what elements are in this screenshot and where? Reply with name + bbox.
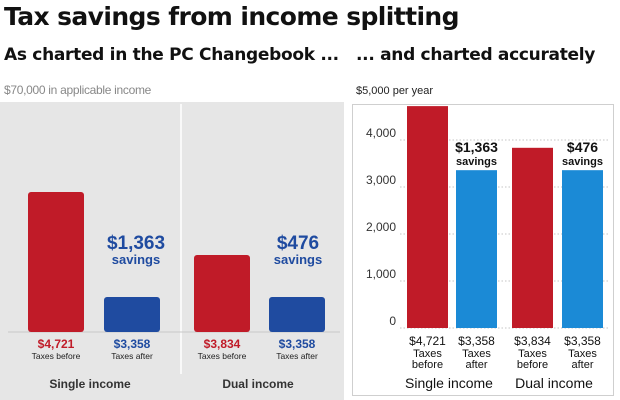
subtitle-left: As charted in the PC Changebook ... — [4, 45, 339, 65]
bar-0 — [28, 192, 84, 332]
y-axis-label: $5,000 per year — [356, 85, 433, 97]
bar-value-label-0: $4,721 — [38, 337, 75, 351]
bar-label-line1-1: Taxes — [462, 348, 491, 360]
bar-3 — [562, 170, 603, 328]
group-label-0: Single income — [405, 375, 493, 391]
bar-2 — [512, 147, 553, 328]
right-bar-chart: $5,000 per year 0 1,000 2,000 3,000 4,000 $4,7… — [356, 85, 608, 391]
bar-label-line1-0: Taxes — [413, 348, 442, 360]
savings-label-1: savings — [274, 252, 322, 267]
bar-label-2: Taxes before — [198, 351, 247, 361]
group-label-1: Dual income — [222, 377, 294, 391]
bar-label-3: Taxes after — [276, 351, 318, 361]
bar-2 — [194, 255, 250, 332]
bar-value-label-1: $3,358 — [114, 337, 151, 351]
bar-1 — [456, 170, 497, 328]
bar-label-line2-3: after — [571, 359, 593, 371]
group-label-1: Dual income — [515, 375, 593, 391]
subtitle-right: ... and charted accurately — [356, 45, 596, 65]
savings-amount-0: $1,363 — [455, 139, 498, 155]
left-bar-chart: $70,000 in applicable income$4,721Taxes … — [4, 83, 340, 391]
bar-label-line1-2: Taxes — [518, 348, 547, 360]
y-tick-label-0: 0 — [389, 314, 396, 328]
y-tick-label-3: 3,000 — [366, 173, 396, 187]
savings-amount-1: $476 — [567, 139, 598, 155]
bar-label-line2-2: before — [517, 359, 548, 371]
bar-value-label-2: $3,834 — [204, 337, 241, 351]
bar-3 — [269, 297, 325, 332]
savings-label-0: savings — [456, 156, 497, 168]
income-note: $70,000 in applicable income — [4, 83, 152, 97]
bar-value-label-3: $3,358 — [564, 334, 601, 348]
bar-value-label-0: $4,721 — [409, 334, 446, 348]
y-tick-label-4: 4,000 — [366, 126, 396, 140]
savings-amount-1: $476 — [277, 233, 319, 254]
bar-value-label-3: $3,358 — [279, 337, 316, 351]
savings-amount-0: $1,363 — [107, 233, 165, 254]
group-label-0: Single income — [49, 377, 131, 391]
bar-value-label-2: $3,834 — [514, 334, 551, 348]
bar-1 — [104, 297, 160, 332]
bar-value-label-1: $3,358 — [458, 334, 495, 348]
page-title: Tax savings from income splitting — [4, 2, 460, 31]
bar-label-line2-1: after — [465, 359, 487, 371]
bar-label-line1-3: Taxes — [568, 348, 597, 360]
bar-0 — [407, 106, 448, 328]
bar-label-1: Taxes after — [111, 351, 153, 361]
savings-label-1: savings — [562, 156, 603, 168]
y-tick-label-1: 1,000 — [366, 267, 396, 281]
savings-label-0: savings — [112, 252, 160, 267]
bar-label-line2-0: before — [412, 359, 443, 371]
bar-label-0: Taxes before — [32, 351, 81, 361]
y-tick-label-2: 2,000 — [366, 220, 396, 234]
